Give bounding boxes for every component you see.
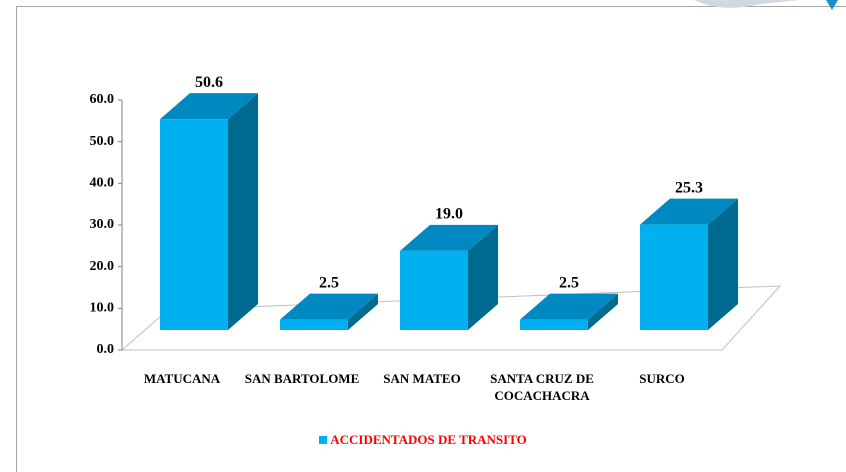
value-label: 50.6 [195,74,223,91]
bar-face [520,293,618,320]
bar-face [640,198,738,225]
legend: ACCIDENTADOS DE TRANSITO [0,432,846,448]
y-tick-label: 30.0 [90,217,115,232]
bar-face [468,224,498,330]
y-tick-label: 0.0 [97,342,115,357]
bar-face [400,224,498,251]
bar-face [400,250,468,330]
bar-face [160,93,258,120]
bar-face [520,319,588,330]
y-tick-label: 50.0 [90,134,115,149]
bar-face [160,119,228,331]
bar [280,293,378,330]
logo-fragment [826,0,838,10]
x-tick-label: SURCO [639,371,685,386]
value-label: 25.3 [675,179,703,196]
x-tick-label: SAN MATEO [383,371,461,386]
y-tick-label: 20.0 [90,259,115,274]
bar [400,224,498,330]
value-label: 2.5 [559,274,579,291]
x-tick-label: SANTA CRUZ DE COCACHACRA [490,371,594,403]
floor-plane [120,285,782,351]
legend-label: ACCIDENTADOS DE TRANSITO [330,432,527,447]
y-tick-label: 10.0 [90,301,115,316]
bar [160,93,258,331]
y-tick-label: 40.0 [90,176,115,191]
bar-face [348,293,378,330]
bar-face [640,224,708,330]
x-tick-label: SAN BARTOLOME [244,371,360,386]
bar-face [708,198,738,330]
value-label: 19.0 [435,206,463,223]
x-tick-label: MATUCANA [143,371,221,386]
chart-border [16,6,846,472]
bar-face [280,319,348,330]
logo-fragment [694,0,800,8]
y-tick-label: 60.0 [90,92,115,107]
legend-swatch [319,436,328,444]
value-label: 2.5 [319,274,339,291]
bar-face [228,93,258,331]
bar [640,198,738,330]
bar-face [588,293,618,330]
bar [520,293,618,330]
bar-face [280,293,378,320]
